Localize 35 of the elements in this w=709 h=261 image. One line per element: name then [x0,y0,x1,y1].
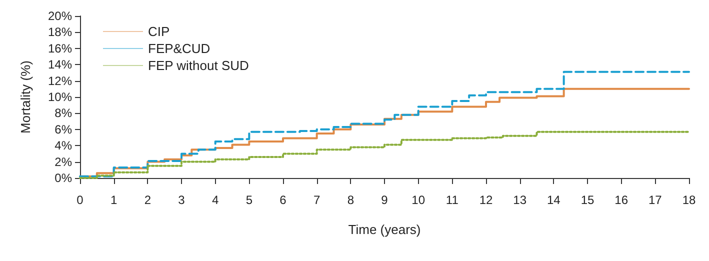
x-tick-label: 18 [682,193,696,207]
x-tick-label: 1 [110,193,118,207]
x-tick-label: 15 [580,193,594,207]
y-tick-label: 0% [54,171,72,185]
x-tick-label: 0 [76,193,84,207]
x-axis-title: Time (years) [348,222,421,237]
x-tick-label: 3 [178,193,186,207]
x-tick-label: 7 [313,193,320,207]
x-tick-label: 11 [446,193,459,207]
x-tick-label: 16 [614,193,628,207]
legend-label: CIP [148,24,170,39]
x-tick-label: 9 [381,193,388,207]
x-tick-label: 8 [347,193,354,207]
y-tick-label: 10% [48,90,72,104]
x-tick-label: 14 [546,193,561,207]
x-tick-label: 13 [513,193,527,207]
y-tick-label: 12% [48,74,72,88]
x-tick-label: 5 [246,193,253,207]
x-tick-label: 6 [280,193,287,207]
x-tick-label: 17 [648,193,662,207]
y-tick-label: 4% [54,138,72,153]
legend-label: FEP&CUD [148,41,210,56]
y-tick-label: 16% [48,41,72,56]
y-tick-label: 8% [54,106,72,120]
y-axis-title: Mortality (%) [18,60,33,134]
x-tick-label: 12 [479,193,493,207]
y-tick-label: 20% [48,9,72,23]
x-tick-label: 4 [212,193,219,207]
y-tick-label: 6% [54,122,72,136]
y-tick-label: 18% [48,25,72,40]
legend-label: FEP without SUD [148,58,249,73]
x-tick-label: 10 [412,193,426,207]
y-tick-label: 2% [54,154,72,169]
y-tick-label: 14% [48,58,72,72]
x-tick-label: 2 [144,193,152,207]
